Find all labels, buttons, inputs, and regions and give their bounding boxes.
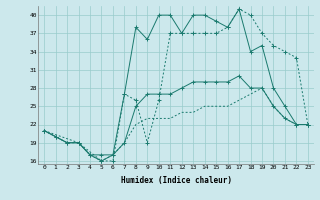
X-axis label: Humidex (Indice chaleur): Humidex (Indice chaleur) — [121, 176, 231, 185]
